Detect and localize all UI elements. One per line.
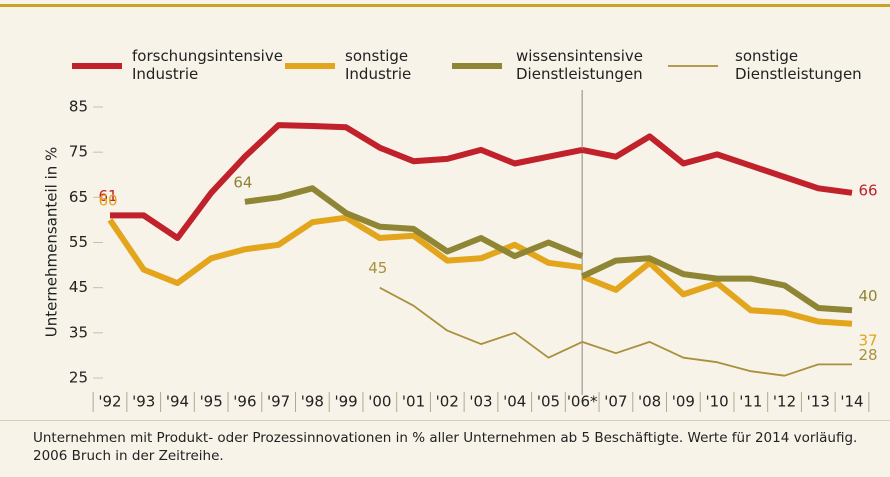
x-tick-label: '93 bbox=[132, 393, 155, 411]
series-line bbox=[580, 255, 853, 314]
x-tick-label: '06* bbox=[567, 393, 598, 411]
x-tick-label: '97 bbox=[267, 393, 290, 411]
series-line bbox=[581, 341, 852, 377]
data-label: 45 bbox=[368, 259, 387, 277]
x-tick-label: '10 bbox=[705, 393, 728, 411]
data-label: 28 bbox=[858, 346, 877, 364]
data-label: 37 bbox=[858, 331, 877, 349]
x-tick-label: '02 bbox=[436, 393, 459, 411]
x-tick-label: '13 bbox=[807, 393, 830, 411]
series-line bbox=[581, 259, 853, 327]
legend-label: forschungsintensive Industrie bbox=[132, 47, 283, 83]
x-tick-label: '09 bbox=[672, 393, 695, 411]
x-tick-label: '98 bbox=[301, 393, 324, 411]
x-tick-label: '94 bbox=[166, 393, 189, 411]
x-tick-label: '11 bbox=[739, 393, 762, 411]
y-tick-label: 75 bbox=[69, 143, 88, 161]
y-tick-label: 85 bbox=[69, 98, 88, 116]
x-tick-label: '00 bbox=[368, 393, 391, 411]
separator bbox=[0, 420, 890, 421]
y-tick-label: 65 bbox=[69, 188, 88, 206]
x-tick-label: '95 bbox=[200, 393, 223, 411]
series-line bbox=[244, 185, 584, 260]
data-label: 61 bbox=[98, 187, 117, 205]
x-tick-label: '99 bbox=[334, 393, 357, 411]
data-label: 60 bbox=[98, 191, 117, 209]
x-tick-label: '14 bbox=[840, 393, 863, 411]
x-tick-label: '12 bbox=[773, 393, 796, 411]
x-tick-label: '04 bbox=[503, 393, 526, 411]
y-tick-label: 45 bbox=[69, 278, 88, 296]
data-label: 40 bbox=[858, 287, 877, 305]
x-tick-label: '07 bbox=[604, 393, 627, 411]
x-tick-label: '96 bbox=[233, 393, 256, 411]
x-tick-label: '01 bbox=[402, 393, 425, 411]
caption: Unternehmen mit Produkt- oder Prozessinn… bbox=[33, 430, 858, 464]
legend-label: wissensintensive Dienstleistungen bbox=[516, 47, 643, 83]
series-line bbox=[581, 133, 853, 196]
series-line bbox=[110, 122, 583, 241]
legend-label: sonstige Dienstleistungen bbox=[735, 47, 862, 83]
top-rule bbox=[0, 4, 890, 7]
series-line bbox=[107, 214, 583, 287]
x-tick-label: '03 bbox=[469, 393, 492, 411]
y-axis-label: Unternehmensanteil in % bbox=[43, 147, 61, 338]
y-tick-label: 55 bbox=[69, 233, 88, 251]
data-label: 66 bbox=[858, 181, 877, 199]
y-tick-label: 25 bbox=[69, 369, 88, 387]
x-tick-label: '05 bbox=[537, 393, 560, 411]
y-tick-label: 35 bbox=[69, 323, 88, 341]
legend-label: sonstige Industrie bbox=[345, 47, 412, 83]
data-label: 64 bbox=[233, 173, 252, 191]
x-tick-label: '92 bbox=[98, 393, 121, 411]
series-line bbox=[379, 286, 583, 359]
x-tick-label: '08 bbox=[638, 393, 661, 411]
